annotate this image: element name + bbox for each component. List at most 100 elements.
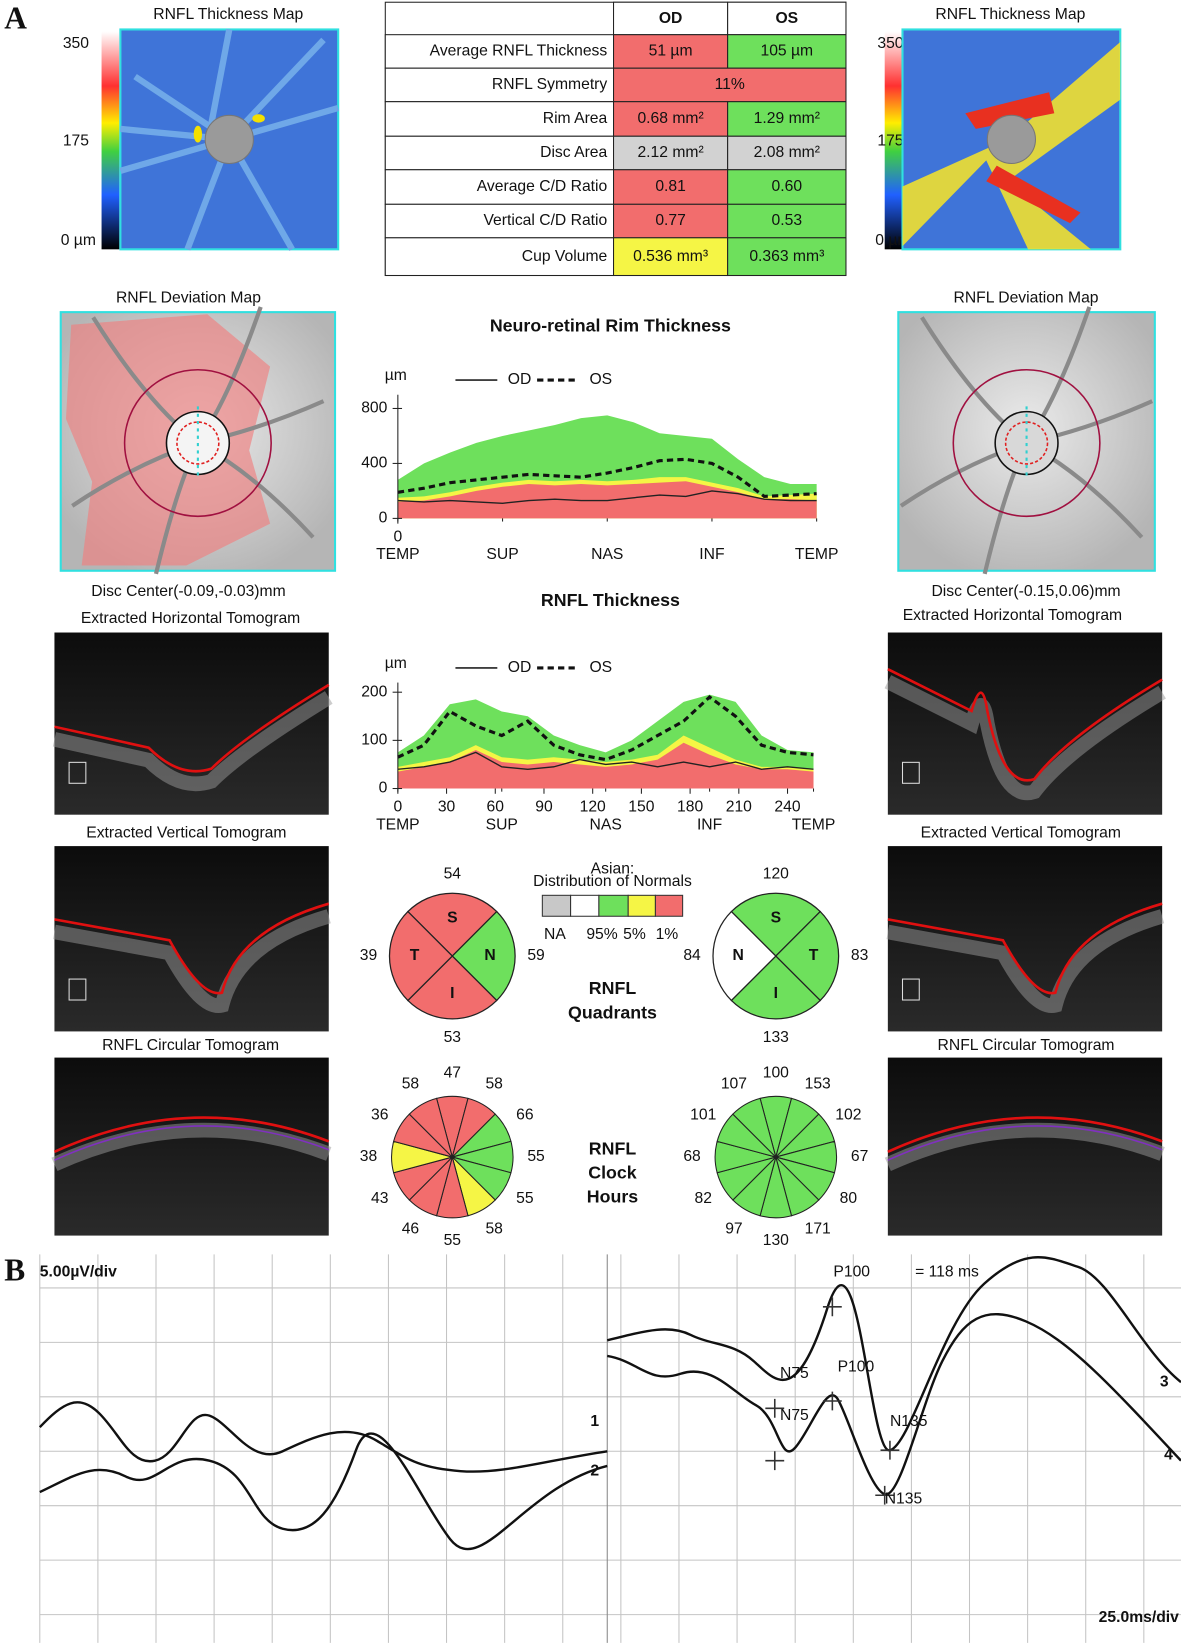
quadrant-letter: N: [484, 947, 495, 964]
scale-label: 175: [877, 133, 903, 150]
quadrant-value: 39: [360, 947, 377, 964]
section-title: Clock: [588, 1163, 637, 1183]
cell-value: 1.29 mm²: [754, 110, 820, 127]
peak-cursor: [880, 1440, 900, 1460]
peak-label: N135: [885, 1491, 923, 1508]
legend-label: OS: [589, 659, 612, 676]
row-label: Vertical C/D Ratio: [483, 212, 607, 229]
value-cell: [727, 169, 847, 205]
peak-cursor: [765, 1451, 785, 1471]
peak-label: P100: [833, 1263, 870, 1280]
clock-value: 55: [444, 1232, 462, 1249]
disc-center: Disc Center(-0.15,0.06)mm: [931, 583, 1120, 600]
x-category-label: TEMP: [792, 816, 836, 833]
quadrant-letter: T: [809, 947, 819, 964]
x-category-label: TEMP: [795, 546, 839, 563]
oct-layer: [884, 675, 1166, 801]
clock-value: 67: [851, 1148, 868, 1165]
x-tick-label: 210: [726, 799, 752, 816]
legend-label: 1%: [656, 926, 679, 943]
clock-value: 66: [516, 1106, 534, 1123]
y-tick-label: 400: [361, 455, 387, 472]
quadrant-sector: [730, 892, 822, 957]
peak-cursor: [822, 1297, 842, 1317]
peak-label: P100: [838, 1359, 875, 1376]
quadrant-value: 59: [527, 947, 544, 964]
rnfl-boundary: [53, 1116, 330, 1154]
rnfl-boundary: [887, 1116, 1163, 1154]
quadrant-sector: [774, 910, 840, 1002]
trace-label: 3: [1160, 1373, 1169, 1390]
peak-cursor: [822, 1391, 842, 1411]
cell-value: 0.81: [655, 178, 686, 195]
x-tick-label: 30: [438, 799, 456, 816]
optic-disc: [204, 114, 254, 164]
cell-value: 2.12 mm²: [637, 144, 703, 161]
legend-box: [654, 894, 684, 917]
legend-box: [570, 894, 600, 917]
quadrant-letter: S: [771, 909, 781, 926]
peak-cursor: [875, 1485, 895, 1505]
value-cell: [727, 203, 847, 239]
orientation-box: [901, 761, 920, 784]
x-category-label: NAS: [591, 546, 623, 563]
orientation-box: [68, 978, 87, 1001]
label-cell: [384, 237, 615, 277]
x-category-label: INF: [697, 816, 722, 833]
oct-layer: [884, 1122, 1165, 1172]
band: [986, 165, 1081, 224]
row-label: Average RNFL Thickness: [430, 43, 608, 60]
rpe-boundary: [887, 1125, 1163, 1161]
peak-label: N75: [780, 1365, 809, 1382]
cell-value: 51 µm: [649, 43, 693, 60]
x-tick-label: 120: [580, 799, 606, 816]
trace-label: 1: [590, 1413, 599, 1430]
value-cell: [727, 135, 847, 171]
orientation-box: [68, 761, 87, 784]
quadrant-letter: I: [450, 985, 454, 1002]
scale-label: 25.0ms/div: [1099, 1609, 1180, 1626]
value-cell: [727, 237, 847, 277]
y-tick-label: 800: [361, 400, 387, 417]
color-scale: [884, 31, 903, 250]
legend-label: OD: [508, 659, 532, 676]
legend-label: NA: [544, 926, 566, 943]
quadrant-value: 133: [763, 1029, 789, 1046]
optic-disc: [986, 114, 1036, 164]
clock-value: 171: [805, 1221, 831, 1238]
oct-layer: [886, 909, 1165, 1013]
table-header: OS: [775, 10, 798, 27]
y-tick-label: 0: [379, 510, 388, 527]
x-category-label: TEMP: [376, 546, 420, 563]
oct-layer: [53, 909, 331, 1013]
axis-unit: µm: [385, 655, 407, 672]
row-label: RNFL Symmetry: [492, 76, 607, 93]
quadrant-value: 84: [683, 947, 701, 964]
vep-trace: [38, 1401, 608, 1473]
x-tick-label: 60: [487, 799, 505, 816]
clock-value: 130: [763, 1232, 789, 1249]
rnfl-boundary: [54, 683, 330, 773]
x-tick-label: 150: [628, 799, 654, 816]
map-title: RNFL Deviation Map: [116, 290, 261, 307]
series-line: [397, 490, 817, 504]
chart-title: RNFL Thickness: [541, 590, 680, 610]
quadrant-value: 83: [851, 947, 869, 964]
clock-value: 153: [805, 1076, 831, 1093]
label-cell: [384, 34, 615, 69]
x-category-label: SUP: [486, 816, 518, 833]
series-line: [397, 457, 817, 499]
legend-label: OS: [589, 371, 612, 388]
quadrant-sector: [712, 910, 777, 1002]
oct-layer: [52, 691, 333, 792]
legend-title: Distribution of Normals: [533, 873, 692, 890]
map-title: RNFL Thickness Map: [153, 6, 303, 23]
row-label: Disc Area: [540, 144, 607, 161]
label-cell: [384, 101, 615, 137]
cell-value: 0.53: [772, 212, 803, 229]
scale-label: 5.00µV/div: [40, 1263, 117, 1280]
legend-label: 95%: [586, 926, 617, 943]
x-tick-label: 0: [393, 799, 402, 816]
header-cell: [727, 1, 847, 36]
y-tick-label: 0: [379, 780, 388, 797]
